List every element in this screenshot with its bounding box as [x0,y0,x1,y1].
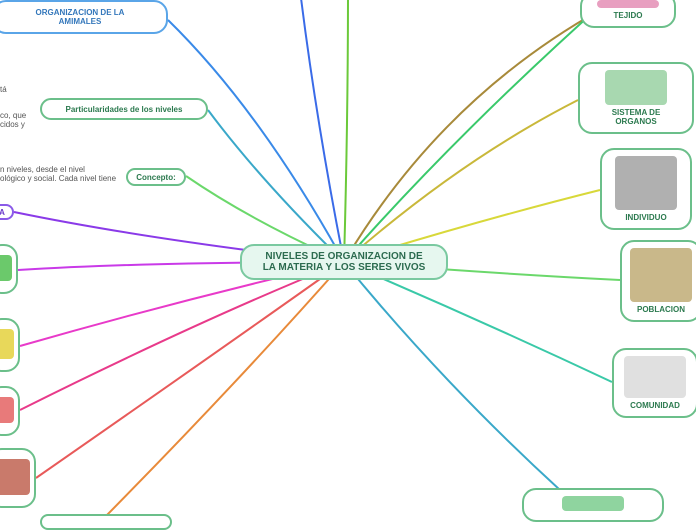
node-niv[interactable]: ORGANIZACION DE LAAMIMALES [0,0,168,34]
node-eco[interactable] [522,488,664,522]
node-n2[interactable] [0,318,20,372]
node-label: ORGANIZACION DE LAAMIMALES [36,8,125,26]
node-conc[interactable]: Concepto: [126,168,186,186]
snippet: n niveles, desde el nivelológico y socia… [0,166,116,184]
node-label: SISTEMA DE ORGANOS [590,108,682,126]
node-comun[interactable]: COMUNIDAD [612,348,696,418]
node-n3[interactable] [0,386,20,436]
node-label: Particularidades de los niveles [66,105,183,114]
node-label: A [0,208,5,217]
node-n5[interactable] [40,514,172,530]
snippet: tá [0,86,7,95]
node-indiv[interactable]: INDIVIDUO [600,148,692,230]
center-node[interactable]: NIVELES DE ORGANIZACION DELA MATERIA Y L… [240,244,448,280]
node-tejido[interactable]: TEJIDO [580,0,676,28]
node-label: INDIVIDUO [625,213,666,222]
node-sist[interactable]: SISTEMA DE ORGANOS [578,62,694,134]
node-pobl[interactable]: POBLACION [620,240,696,322]
node-label: POBLACION [637,305,685,314]
snippet: co, quecidos y [0,112,26,130]
node-label: COMUNIDAD [630,401,680,410]
node-label: TEJIDO [614,11,643,20]
node-a1[interactable]: A [0,204,14,220]
node-n1[interactable] [0,244,18,294]
node-label: Concepto: [136,173,176,182]
node-part[interactable]: Particularidades de los niveles [40,98,208,120]
node-n4[interactable] [0,448,36,508]
